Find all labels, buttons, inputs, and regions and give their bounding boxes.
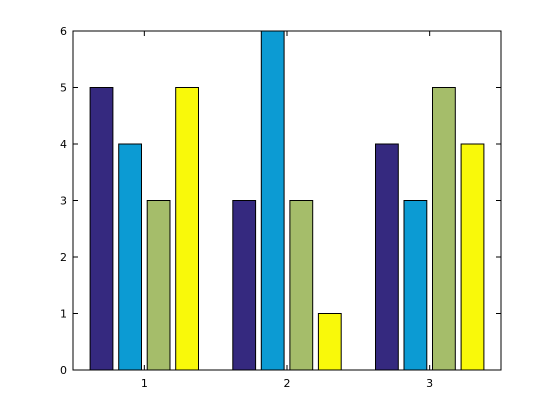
x-tick-label: 3 [426, 377, 433, 390]
bar-series-4-cat-3 [460, 143, 485, 371]
y-tick-label: 6 [60, 25, 67, 38]
axes-group: 0 1 2 3 4 5 6 1 2 3 [60, 25, 501, 390]
y-tick-label: 5 [60, 82, 67, 95]
y-tick-label: 4 [60, 138, 67, 151]
bar-series-2-cat-1 [118, 143, 142, 371]
bar-series-1-cat-3 [375, 143, 399, 371]
x-tick-label: 1 [141, 377, 148, 390]
bar-series-3-cat-3 [432, 87, 456, 371]
bar-series-3-cat-1 [146, 200, 171, 371]
bar-series-4-cat-1 [175, 87, 199, 371]
plot-frame [72, 30, 502, 371]
bar-series-2-cat-3 [403, 200, 428, 371]
plot-area [73, 31, 501, 370]
y-tick-label: 2 [60, 251, 67, 264]
y-tick-label: 0 [60, 364, 67, 377]
bar-series-4-cat-2 [317, 313, 342, 371]
bars-group [89, 30, 485, 371]
y-tick-label: 3 [60, 195, 67, 208]
bar-series-1-cat-2 [232, 200, 257, 371]
bar-series-2-cat-2 [260, 30, 285, 371]
bar-series-3-cat-2 [289, 200, 314, 371]
x-tick-label: 2 [284, 377, 291, 390]
y-tick-label: 1 [60, 308, 67, 321]
bar-series-1-cat-1 [89, 87, 114, 371]
